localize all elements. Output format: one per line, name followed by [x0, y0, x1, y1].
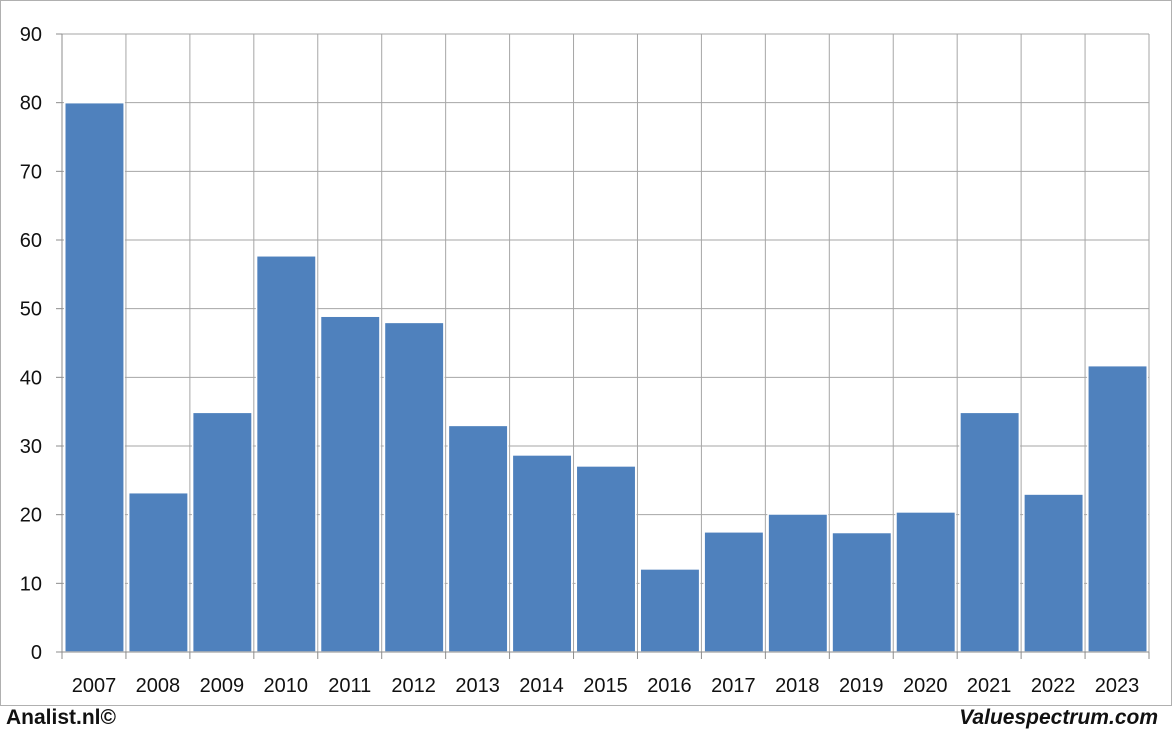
x-tick-label: 2014: [519, 675, 564, 697]
x-tick-label: 2007: [72, 675, 117, 697]
footer-source-left: Analist.nl©: [6, 706, 116, 729]
x-tick-label: 2022: [1031, 675, 1076, 697]
bar-2019: [831, 531, 893, 653]
bar-2011: [319, 315, 381, 653]
bar-2007: [64, 101, 125, 653]
x-tick-label: 2023: [1095, 675, 1140, 697]
y-tick-label: 90: [20, 24, 42, 46]
bars: [64, 101, 1148, 653]
footer-source-right: Valuespectrum.com: [959, 706, 1158, 729]
y-tick-label: 50: [20, 299, 42, 321]
bar-2012: [383, 321, 445, 653]
x-tick-labels: 2007 2008 2009 2010 2011 2012 2013 2014 2015 2016…: [72, 675, 1140, 697]
y-tick-label: 30: [20, 436, 42, 458]
y-tick-label: 70: [20, 161, 42, 183]
bar-2016: [639, 568, 701, 653]
y-tick-label: 80: [20, 93, 42, 115]
x-tick-label: 2017: [711, 675, 756, 697]
x-tick-label: 2021: [967, 675, 1012, 697]
x-tick-label: 2013: [455, 675, 500, 697]
bar-2010: [255, 255, 317, 653]
bar-2009: [191, 411, 253, 653]
x-tick-label: 2020: [903, 675, 948, 697]
y-tick-label: 0: [31, 642, 42, 664]
bar-2018: [767, 513, 829, 653]
y-tick-label: 10: [20, 573, 42, 595]
bar-2023: [1087, 364, 1148, 653]
x-tick-label: 2010: [264, 675, 309, 697]
x-tick-label: 2018: [775, 675, 820, 697]
y-tick-label: 40: [20, 367, 42, 389]
bar-2008: [127, 491, 189, 653]
bar-2021: [959, 411, 1021, 653]
x-tick-label: 2019: [839, 675, 884, 697]
x-tick-label: 2012: [391, 675, 436, 697]
bar-2013: [447, 424, 509, 653]
bar-2014: [511, 454, 573, 653]
bar-2022: [1023, 493, 1085, 653]
bar-2015: [575, 465, 637, 653]
bar-chart: 0 10 20 30 40 50 60 70 80 90 2007 2008 2009 2010 2011…: [20, 24, 1150, 697]
x-tick-label: 2009: [200, 675, 245, 697]
y-tick-label: 60: [20, 230, 42, 252]
bar-2017: [703, 531, 765, 653]
x-tick-label: 2016: [647, 675, 692, 697]
x-tick-label: 2011: [328, 675, 371, 697]
y-tick-labels: 0 10 20 30 40 50 60 70 80 90: [20, 24, 42, 664]
y-tick-label: 20: [20, 505, 42, 527]
x-tick-label: 2008: [136, 675, 181, 697]
x-tick-label: 2015: [583, 675, 628, 697]
bar-2020: [895, 511, 957, 653]
axes: [56, 33, 1150, 659]
